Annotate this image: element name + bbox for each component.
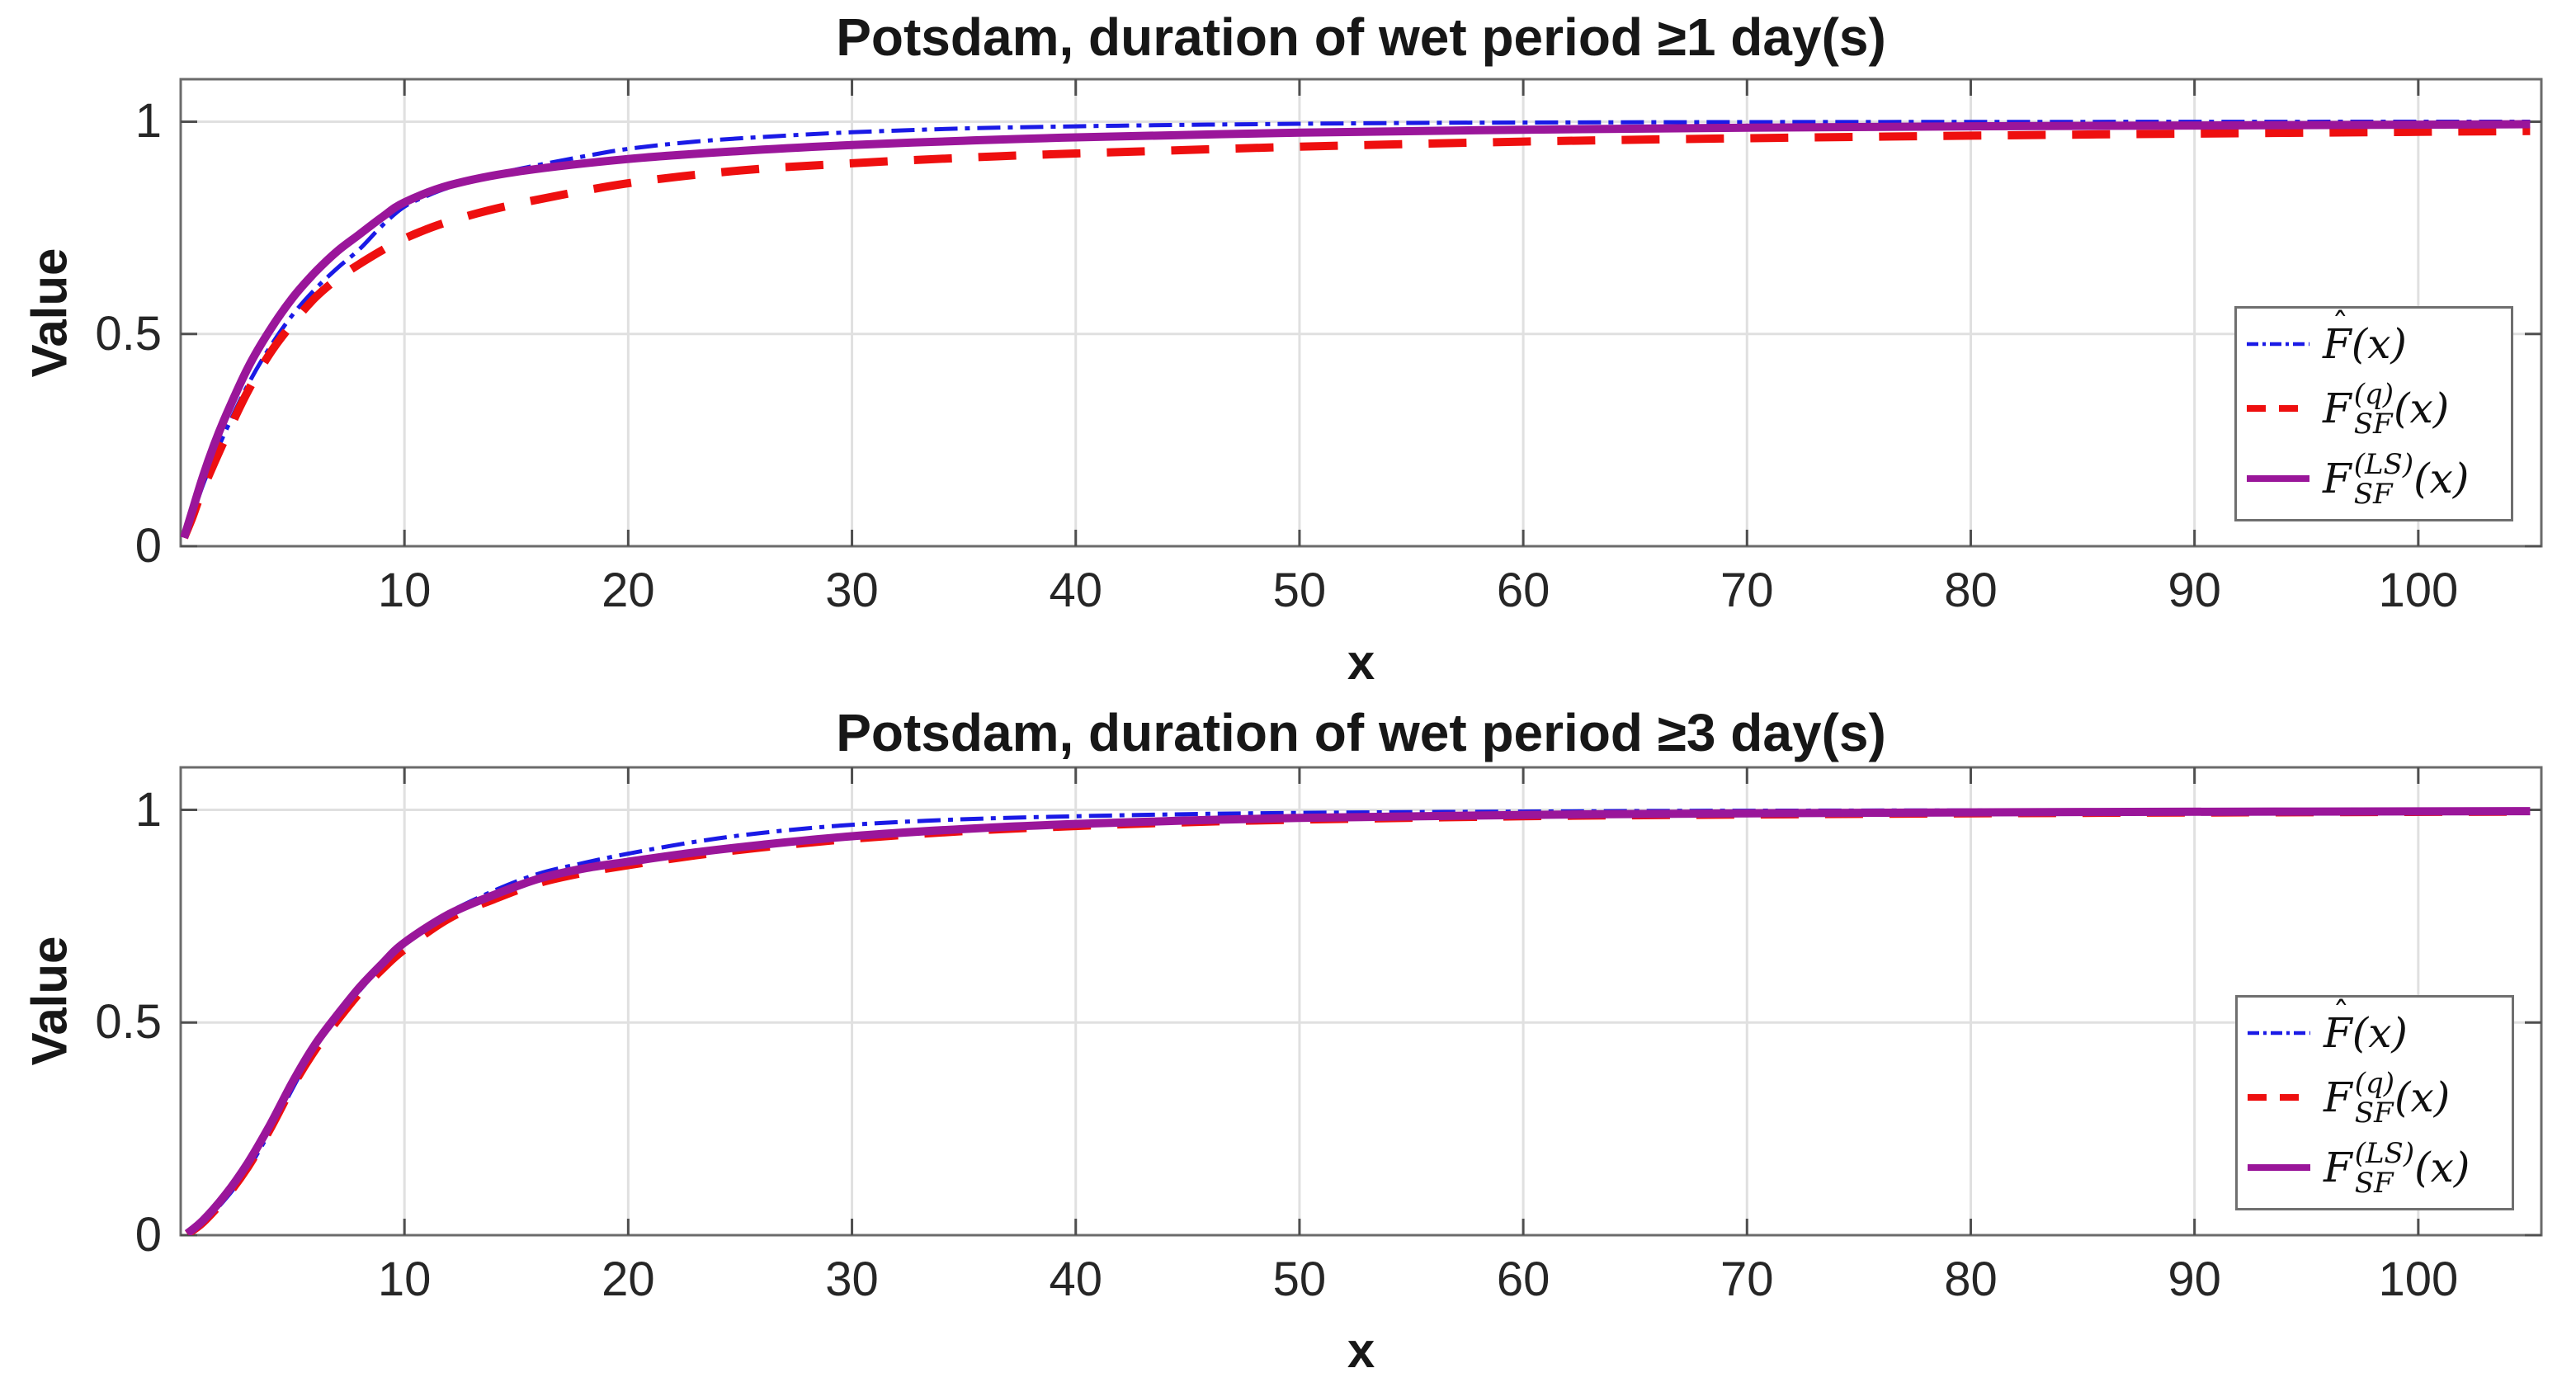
y-tick-label: 1 (134, 782, 162, 837)
x-axis-label: x (1347, 635, 1375, 690)
x-tick-label: 70 (1720, 564, 1774, 617)
x-tick-label: 30 (825, 564, 879, 617)
x-tick-label: 90 (2168, 564, 2221, 617)
chart-title: Potsdam, duration of wet period ≥1 day(s… (836, 7, 1886, 67)
x-tick-label: 10 (377, 564, 432, 617)
x-axis-label: x (1347, 1323, 1375, 1378)
x-tick-label: 60 (1496, 1253, 1550, 1306)
series-dash-dot-curve (186, 808, 2531, 1235)
legend-box: F ˆ (x) F (q) SF (x) F (LS) SF (x) (2234, 306, 2513, 521)
legend-entry-sf-quantile-fit: F (q) SF (x) (2246, 1067, 2512, 1130)
legend-label: F (q) SF (x) (2323, 378, 2450, 441)
x-tick-label: 20 (602, 564, 655, 617)
x-tick-label: 50 (1272, 564, 1327, 617)
hat-accent: ˆ (2332, 307, 2349, 346)
hat-accent: ˆ (2333, 996, 2350, 1035)
x-tick-label: 40 (1049, 564, 1102, 617)
series-dash-dot-curve (182, 120, 2531, 539)
x-tick-label: 40 (1049, 1253, 1102, 1306)
axes-box (179, 766, 2543, 1237)
legend-entry-sf-least-squares-fit: F (LS) SF (x) (2245, 448, 2511, 511)
legend-entry-empirical: F ˆ (x) (2245, 307, 2511, 368)
x-tick-label: 70 (1720, 1253, 1774, 1306)
legend-label: F (q) SF (x) (2324, 1067, 2451, 1130)
x-tick-label: 60 (1496, 564, 1550, 617)
x-tick-label: 90 (2168, 1253, 2221, 1306)
x-tick-label: 80 (1944, 1253, 1998, 1306)
curve-group (181, 120, 2531, 540)
legend-label: F (LS) SF (x) (2324, 1137, 2470, 1200)
legend-line-sample (2247, 342, 2309, 346)
series-solid-curve (181, 120, 2531, 540)
x-tick-label: 30 (825, 1253, 879, 1306)
legend-box: F ˆ (x) F (q) SF (x) F (LS) SF (x) (2235, 995, 2514, 1210)
legend-entry-empirical: F ˆ (x) (2246, 996, 2512, 1057)
legend-line-sample (2248, 1031, 2310, 1035)
legend-line-sample (2247, 404, 2309, 412)
legend-entry-sf-quantile-fit: F (q) SF (x) (2245, 378, 2511, 441)
y-tick-label: 1 (134, 94, 162, 149)
y-tick-label: 0 (134, 519, 162, 573)
x-tick-label: 100 (2378, 1253, 2459, 1306)
legend-line-sample (2248, 1093, 2310, 1101)
chart-title: Potsdam, duration of wet period ≥3 day(s… (836, 703, 1886, 762)
x-tick-label: 100 (2378, 564, 2459, 617)
legend-line-sample (2247, 474, 2309, 482)
legend-label: F ˆ (x) (2323, 307, 2407, 368)
legend-label: F (LS) SF (x) (2323, 448, 2470, 511)
legend-label: F ˆ (x) (2324, 996, 2408, 1057)
series-solid-curve (184, 807, 2531, 1235)
series-dashed-curve (181, 126, 2531, 540)
y-tick-label: 0 (134, 1208, 162, 1262)
axes-box (179, 78, 2543, 548)
curve-group (184, 807, 2531, 1235)
series-dashed-curve (185, 807, 2531, 1235)
x-tick-label: 80 (1944, 564, 1998, 617)
legend-entry-sf-least-squares-fit: F (LS) SF (x) (2246, 1137, 2512, 1200)
x-tick-label: 10 (377, 1253, 432, 1306)
legend-line-sample (2248, 1163, 2310, 1171)
x-tick-label: 20 (602, 1253, 655, 1306)
y-tick-label: 0.5 (95, 306, 162, 361)
y-tick-label: 0.5 (95, 995, 162, 1050)
x-tick-label: 50 (1272, 1253, 1327, 1306)
